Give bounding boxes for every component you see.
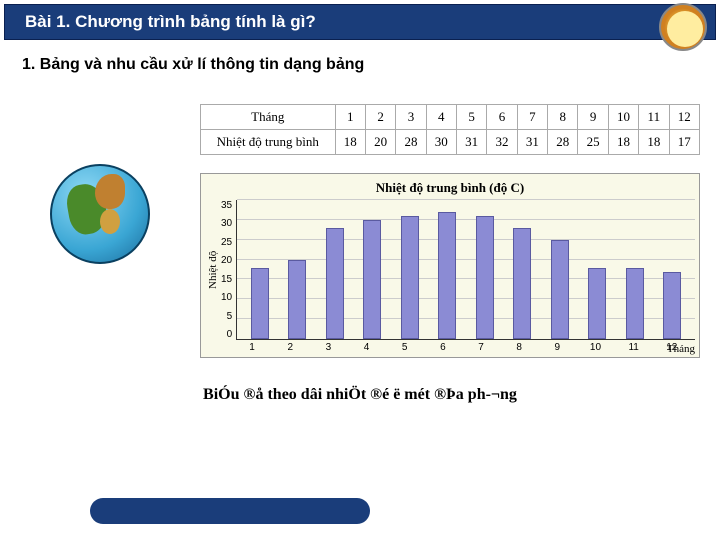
right-column: Tháng 1 2 3 4 5 6 7 8 9 10 11 12 Nhiệt đ…	[200, 104, 700, 358]
cell: 17	[669, 130, 700, 155]
cell: 1	[335, 105, 365, 130]
ytick: 15	[221, 274, 232, 285]
cell: 28	[548, 130, 578, 155]
cell: 6	[487, 105, 517, 130]
chart-bar	[551, 240, 569, 339]
xtick: 7	[472, 342, 490, 353]
logo-icon	[659, 3, 707, 51]
ytick: 25	[221, 237, 232, 248]
xtick: 8	[510, 342, 528, 353]
chart-yaxis: 35 30 25 20 15 10 5 0	[221, 200, 236, 340]
row-label-temp: Nhiệt độ trung bình	[201, 130, 336, 155]
xtick: 11	[625, 342, 643, 353]
cell: 7	[517, 105, 547, 130]
chart-bar	[663, 272, 681, 340]
header-title: Bài 1. Chương trình bảng tính là gì?	[25, 12, 316, 32]
ytick: 0	[221, 329, 232, 340]
table-row: Nhiệt độ trung bình 18 20 28 30 31 32 31…	[201, 130, 700, 155]
footer-bar	[90, 498, 370, 524]
chart-bars	[237, 200, 695, 339]
xtick: 10	[586, 342, 604, 353]
cell: 18	[639, 130, 669, 155]
chart-xlabel: Tháng	[667, 343, 695, 355]
cell: 30	[426, 130, 456, 155]
chart-bar	[251, 268, 269, 339]
chart-bar	[438, 212, 456, 339]
cell: 28	[396, 130, 426, 155]
section-title: 1. Bảng và nhu cầu xử lí thông tin dạng …	[22, 56, 720, 74]
cell: 25	[578, 130, 608, 155]
cell: 18	[335, 130, 365, 155]
cell: 9	[578, 105, 608, 130]
chart-ylabel: Nhiệt độ	[205, 200, 221, 340]
ytick: 5	[221, 311, 232, 322]
chart-bar	[626, 268, 644, 339]
page-header: Bài 1. Chương trình bảng tính là gì?	[4, 4, 716, 40]
xtick: 2	[281, 342, 299, 353]
cell: 31	[517, 130, 547, 155]
cell: 18	[608, 130, 638, 155]
cell: 11	[639, 105, 669, 130]
ytick: 30	[221, 218, 232, 229]
table-row: Tháng 1 2 3 4 5 6 7 8 9 10 11 12	[201, 105, 700, 130]
cell: 3	[396, 105, 426, 130]
chart-xaxis: 123456789101112	[205, 340, 695, 353]
temperature-table: Tháng 1 2 3 4 5 6 7 8 9 10 11 12 Nhiệt đ…	[200, 104, 700, 155]
xtick: 6	[434, 342, 452, 353]
chart-bar	[288, 260, 306, 339]
row-label-month: Tháng	[201, 105, 336, 130]
ytick: 10	[221, 292, 232, 303]
temperature-chart: Nhiệt độ trung bình (độ C) Nhiệt độ 35 3…	[200, 173, 700, 358]
chart-title: Nhiệt độ trung bình (độ C)	[205, 180, 695, 196]
cell: 4	[426, 105, 456, 130]
xtick: 9	[548, 342, 566, 353]
cell: 8	[548, 105, 578, 130]
cell: 20	[365, 130, 395, 155]
cell: 2	[365, 105, 395, 130]
xtick: 3	[319, 342, 337, 353]
chart-bar	[326, 228, 344, 339]
chart-plot	[236, 200, 695, 340]
chart-bar	[476, 216, 494, 339]
content-row: Tháng 1 2 3 4 5 6 7 8 9 10 11 12 Nhiệt đ…	[0, 104, 720, 358]
xtick: 4	[358, 342, 376, 353]
chart-bar	[401, 216, 419, 339]
chart-caption: BiÓu ®å theo dâi nhiÖt ®é ë mét ®Þa ph-¬…	[0, 386, 720, 404]
cell: 32	[487, 130, 517, 155]
xtick: 5	[396, 342, 414, 353]
cell: 12	[669, 105, 700, 130]
chart-bar	[513, 228, 531, 339]
cell: 31	[456, 130, 486, 155]
cell: 5	[456, 105, 486, 130]
xtick: 1	[243, 342, 261, 353]
ytick: 35	[221, 200, 232, 211]
globe-image	[20, 154, 180, 274]
chart-bar	[363, 220, 381, 339]
cell: 10	[608, 105, 638, 130]
chart-bar	[588, 268, 606, 339]
ytick: 20	[221, 255, 232, 266]
